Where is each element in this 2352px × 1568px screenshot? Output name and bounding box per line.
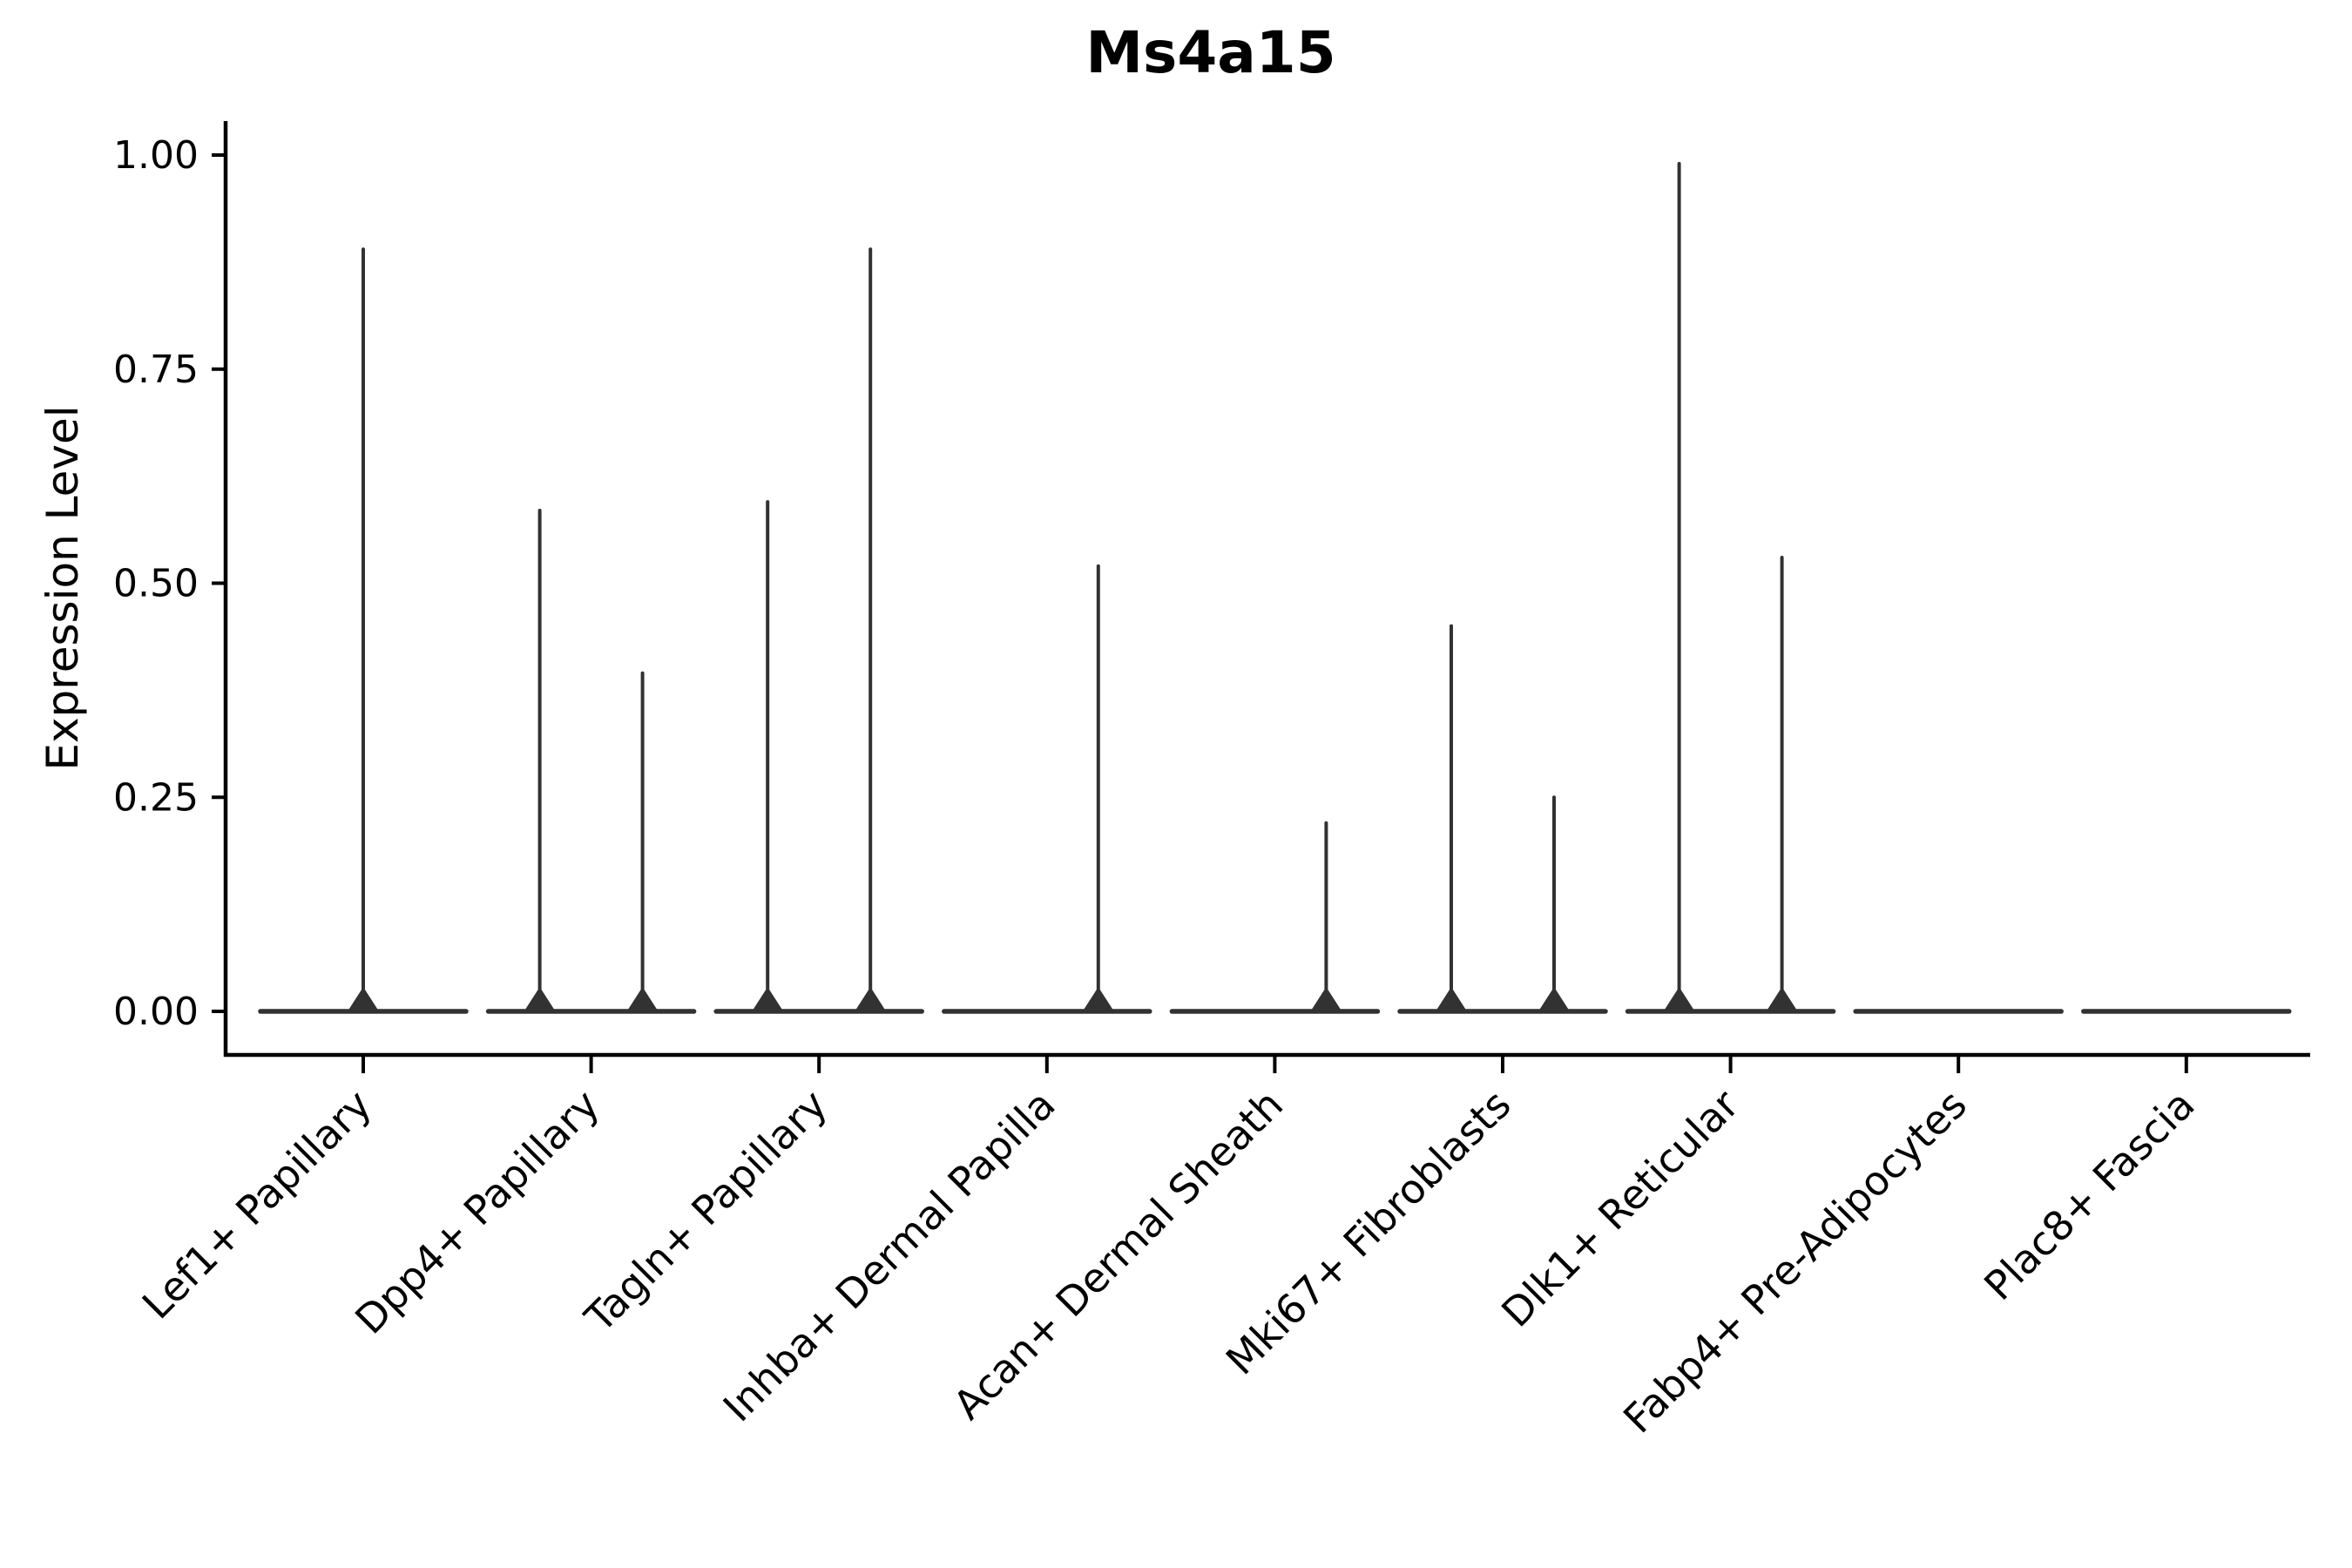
y-tick-label: 0.75: [113, 348, 199, 392]
x-tick-label: Plac8+ Fascia: [1975, 1081, 2203, 1309]
y-tick-label: 1.00: [113, 133, 199, 178]
x-tick-label: Dlk1+ Reticular: [1492, 1081, 1747, 1336]
x-tick-label: Lef1+ Papillary: [133, 1081, 381, 1328]
y-tick-label: 0.50: [113, 562, 199, 606]
plot-title: Ms4a15: [1085, 19, 1336, 86]
x-tick-label: Dpp4+ Papillary: [346, 1081, 608, 1343]
x-tick-label: Tagln+ Papillary: [575, 1081, 836, 1342]
y-tick-label: 0.25: [113, 775, 199, 820]
y-tick-label: 0.00: [113, 990, 199, 1034]
